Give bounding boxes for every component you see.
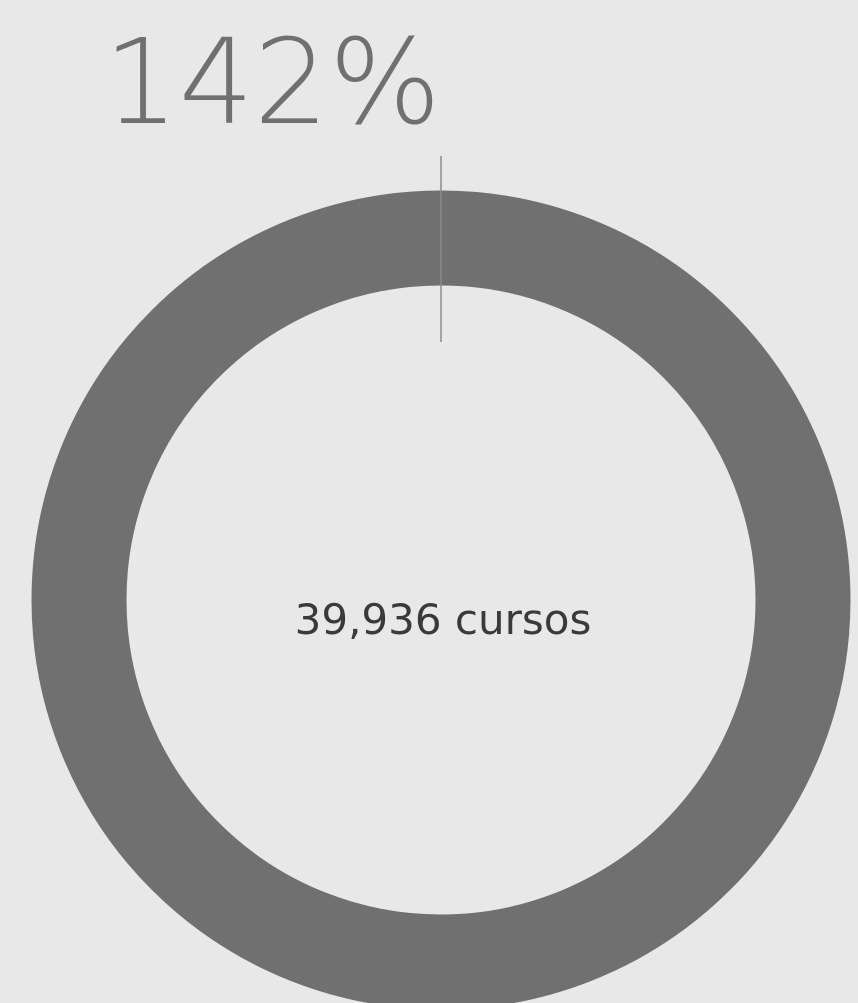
value-label: 142% [104, 13, 441, 151]
center-label: 39,936 cursos [295, 595, 592, 644]
